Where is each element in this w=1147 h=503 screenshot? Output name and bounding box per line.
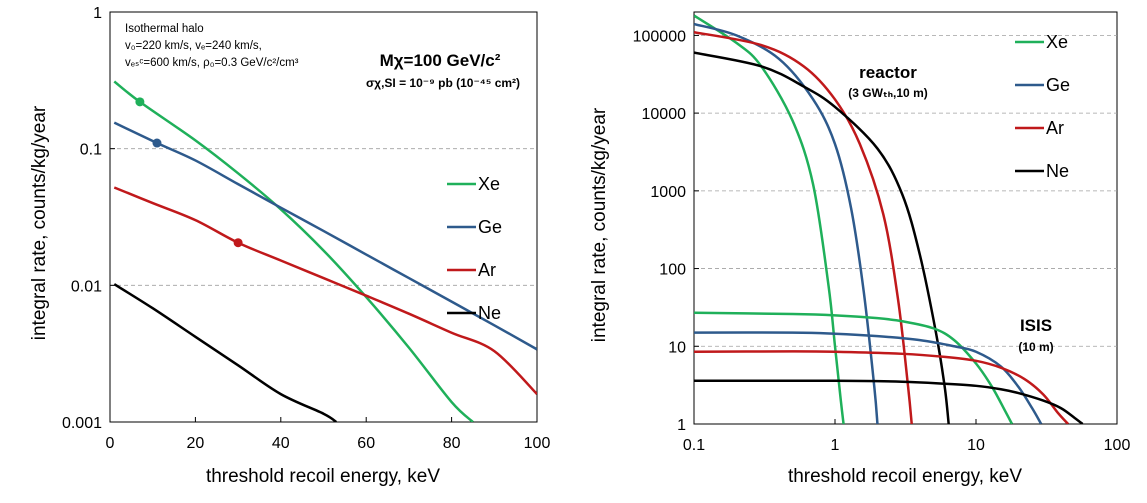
left-gridlines bbox=[110, 148, 537, 286]
right-x-tick-label: 1 bbox=[831, 437, 840, 454]
right-legend-xe: Xe bbox=[1046, 32, 1068, 52]
isis-sublabel: (10 m) bbox=[1018, 340, 1053, 354]
right-gridlines bbox=[694, 34, 1117, 347]
left-y-tick-label: 1 bbox=[93, 5, 102, 22]
left-plot-frame bbox=[109, 11, 538, 423]
halo-title: Isothermal halo bbox=[125, 23, 204, 35]
left-y-tick-label: 0.01 bbox=[71, 278, 102, 295]
left-y-axis-label: integral rate, counts/kg/year bbox=[29, 105, 50, 340]
right-chart: 1 10 100 1000 10000 100000 0.1 1 10 100 threshold… bbox=[589, 11, 1131, 487]
left-x-tick-label: 20 bbox=[187, 435, 205, 452]
right-legend-ar: Ar bbox=[1046, 118, 1064, 138]
left-legend-ne: Ne bbox=[478, 303, 501, 323]
left-x-tick-label: 0 bbox=[106, 435, 115, 452]
halo-line1: v₀=220 km/s, vₑ=240 km/s, bbox=[125, 40, 262, 52]
right-tick-labels: 1 10 100 1000 10000 100000 0.1 1 10 100 bbox=[633, 28, 1131, 454]
right-legend: Xe Ge Ar Ne bbox=[1015, 32, 1070, 181]
left-y-tick-label: 0.001 bbox=[62, 415, 102, 432]
right-series-ge bbox=[694, 22, 879, 424]
right-series-ne bbox=[694, 379, 1084, 424]
left-series-lines bbox=[113, 80, 537, 422]
left-markers bbox=[135, 97, 243, 248]
right-series-ge bbox=[694, 331, 1043, 424]
right-y-tick-label: 10 bbox=[668, 339, 686, 356]
left-chart: 0.001 0.01 0.1 1 0 20 40 60 80 100 threshold reco… bbox=[29, 5, 550, 487]
left-marker-ar bbox=[233, 238, 243, 248]
right-y-tick-label: 1 bbox=[677, 417, 686, 434]
left-series-ge bbox=[113, 121, 537, 351]
right-series-ar bbox=[694, 350, 1070, 424]
left-series-xe bbox=[113, 80, 474, 422]
left-y-tick-label: 0.1 bbox=[80, 142, 102, 159]
left-legend-ge: Ge bbox=[478, 217, 502, 237]
wimp-mass-label: Mχ=100 GeV/c² bbox=[380, 51, 501, 70]
right-series-ar bbox=[694, 30, 913, 424]
right-x-tick-label: 0.1 bbox=[683, 437, 705, 454]
right-y-tick-label: 100000 bbox=[633, 28, 686, 45]
right-legend-ne: Ne bbox=[1046, 161, 1069, 181]
right-y-tick-label: 10000 bbox=[642, 106, 687, 123]
left-x-tick-label: 40 bbox=[272, 435, 290, 452]
right-series-xe bbox=[694, 14, 845, 424]
reactor-label: reactor bbox=[859, 63, 917, 82]
left-series-ar bbox=[113, 186, 537, 395]
left-legend-xe: Xe bbox=[478, 174, 500, 194]
left-series-ne bbox=[113, 283, 338, 422]
right-x-axis-label: threshold recoil energy, keV bbox=[788, 466, 1022, 487]
left-x-tick-label: 60 bbox=[357, 435, 375, 452]
right-series-lines bbox=[694, 14, 1084, 424]
left-x-axis-label: threshold recoil energy, keV bbox=[206, 466, 440, 487]
isis-label: ISIS bbox=[1020, 316, 1052, 335]
right-y-tick-label: 1000 bbox=[650, 184, 686, 201]
right-x-tick-label: 10 bbox=[967, 437, 985, 454]
halo-line2: vₑₛᶜ=600 km/s, ρ₀=0.3 GeV/c²/cm³ bbox=[125, 57, 299, 69]
left-legend-ar: Ar bbox=[478, 260, 496, 280]
right-x-tick-label: 100 bbox=[1104, 437, 1131, 454]
left-marker-xe bbox=[135, 97, 145, 107]
right-y-axis-label: integral rate, counts/kg/year bbox=[589, 107, 610, 342]
cross-section-label: σχ,SI = 10⁻⁹ pb (10⁻⁴⁵ cm²) bbox=[366, 76, 520, 90]
left-x-tick-label: 80 bbox=[443, 435, 461, 452]
right-series-xe bbox=[694, 311, 1014, 424]
right-legend-ge: Ge bbox=[1046, 75, 1070, 95]
left-tick-labels: 0.001 0.01 0.1 1 0 20 40 60 80 100 bbox=[62, 5, 550, 452]
right-y-tick-label: 100 bbox=[659, 262, 686, 279]
right-plot-frame bbox=[693, 11, 1118, 425]
left-marker-ge bbox=[152, 138, 162, 148]
right-series-ne bbox=[694, 51, 950, 424]
left-x-tick-label: 100 bbox=[524, 435, 551, 452]
reactor-sublabel: (3 GWₜₕ,10 m) bbox=[848, 86, 927, 100]
left-legend: Xe Ge Ar Ne bbox=[447, 174, 502, 323]
